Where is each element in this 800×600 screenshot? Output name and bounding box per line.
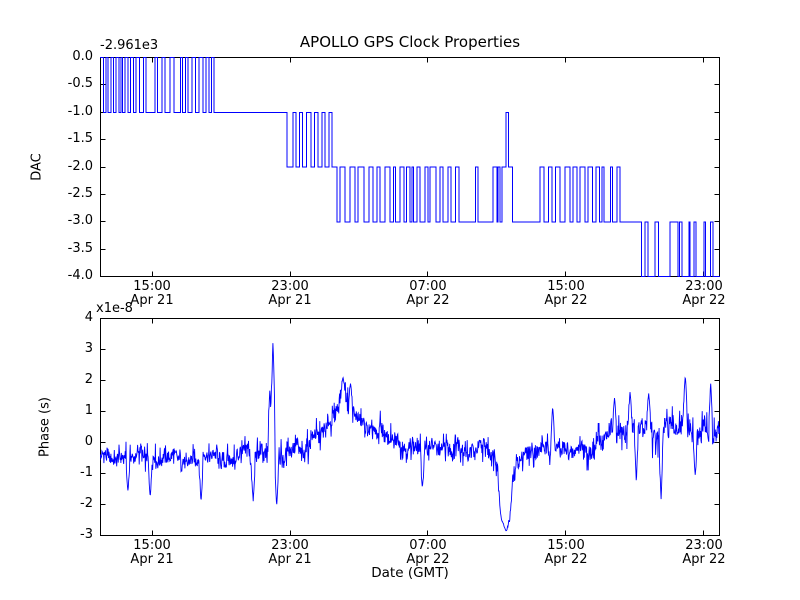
x-tick-label: 23:00 Apr 22 bbox=[682, 279, 726, 308]
y-tick-label: -1.0 bbox=[67, 103, 93, 119]
y-tick-label: -3.0 bbox=[67, 213, 93, 229]
y-tick-label: 4 bbox=[84, 310, 93, 325]
x-tick-label: 15:00 Apr 21 bbox=[130, 279, 174, 308]
x-tick-label: 23:00 Apr 21 bbox=[268, 538, 312, 567]
dac-plot-area bbox=[100, 57, 720, 277]
x-tick-label: 07:00 Apr 22 bbox=[406, 279, 450, 308]
y-axis-offset-label: -2.961e3 bbox=[100, 38, 159, 53]
y-tick-label: -3.5 bbox=[67, 240, 93, 256]
y-tick-label: -2.0 bbox=[67, 158, 93, 174]
y-tick-label: -1.5 bbox=[67, 131, 93, 147]
y-tick-label: 1 bbox=[84, 403, 93, 418]
x-tick-label: 07:00 Apr 22 bbox=[406, 538, 450, 567]
y-tick-label: -2.5 bbox=[67, 185, 93, 201]
y-tick-label: -0.5 bbox=[67, 76, 93, 92]
x-tick-label: 23:00 Apr 21 bbox=[268, 279, 312, 308]
y-tick-label: 3 bbox=[84, 341, 93, 356]
y-tick-label: 2 bbox=[84, 372, 93, 387]
phase-axis-label: Phase (s) bbox=[37, 397, 53, 457]
x-tick-label: 15:00 Apr 21 bbox=[130, 538, 174, 567]
y-tick-label: 0 bbox=[84, 434, 93, 449]
dac-axis-label: DAC bbox=[29, 153, 45, 181]
chart-title: APOLLO GPS Clock Properties bbox=[299, 33, 521, 51]
phase-line bbox=[100, 343, 720, 532]
x-tick-label: 15:00 Apr 22 bbox=[544, 279, 588, 308]
dac-line bbox=[100, 57, 720, 277]
x-tick-label: 15:00 Apr 22 bbox=[544, 538, 588, 567]
y-tick-label: -1 bbox=[80, 465, 93, 480]
y-tick-label: -4.0 bbox=[67, 268, 93, 283]
y-tick-label: -2 bbox=[80, 496, 93, 511]
x-axis-label: Date (GMT) bbox=[371, 565, 449, 581]
phase-multiplier-label: x1e-8 bbox=[96, 301, 133, 316]
phase-plot-area bbox=[100, 318, 720, 536]
y-tick-label: -3 bbox=[80, 527, 93, 542]
y-tick-label: 0.0 bbox=[72, 49, 93, 64]
x-tick-label: 23:00 Apr 22 bbox=[682, 538, 726, 567]
